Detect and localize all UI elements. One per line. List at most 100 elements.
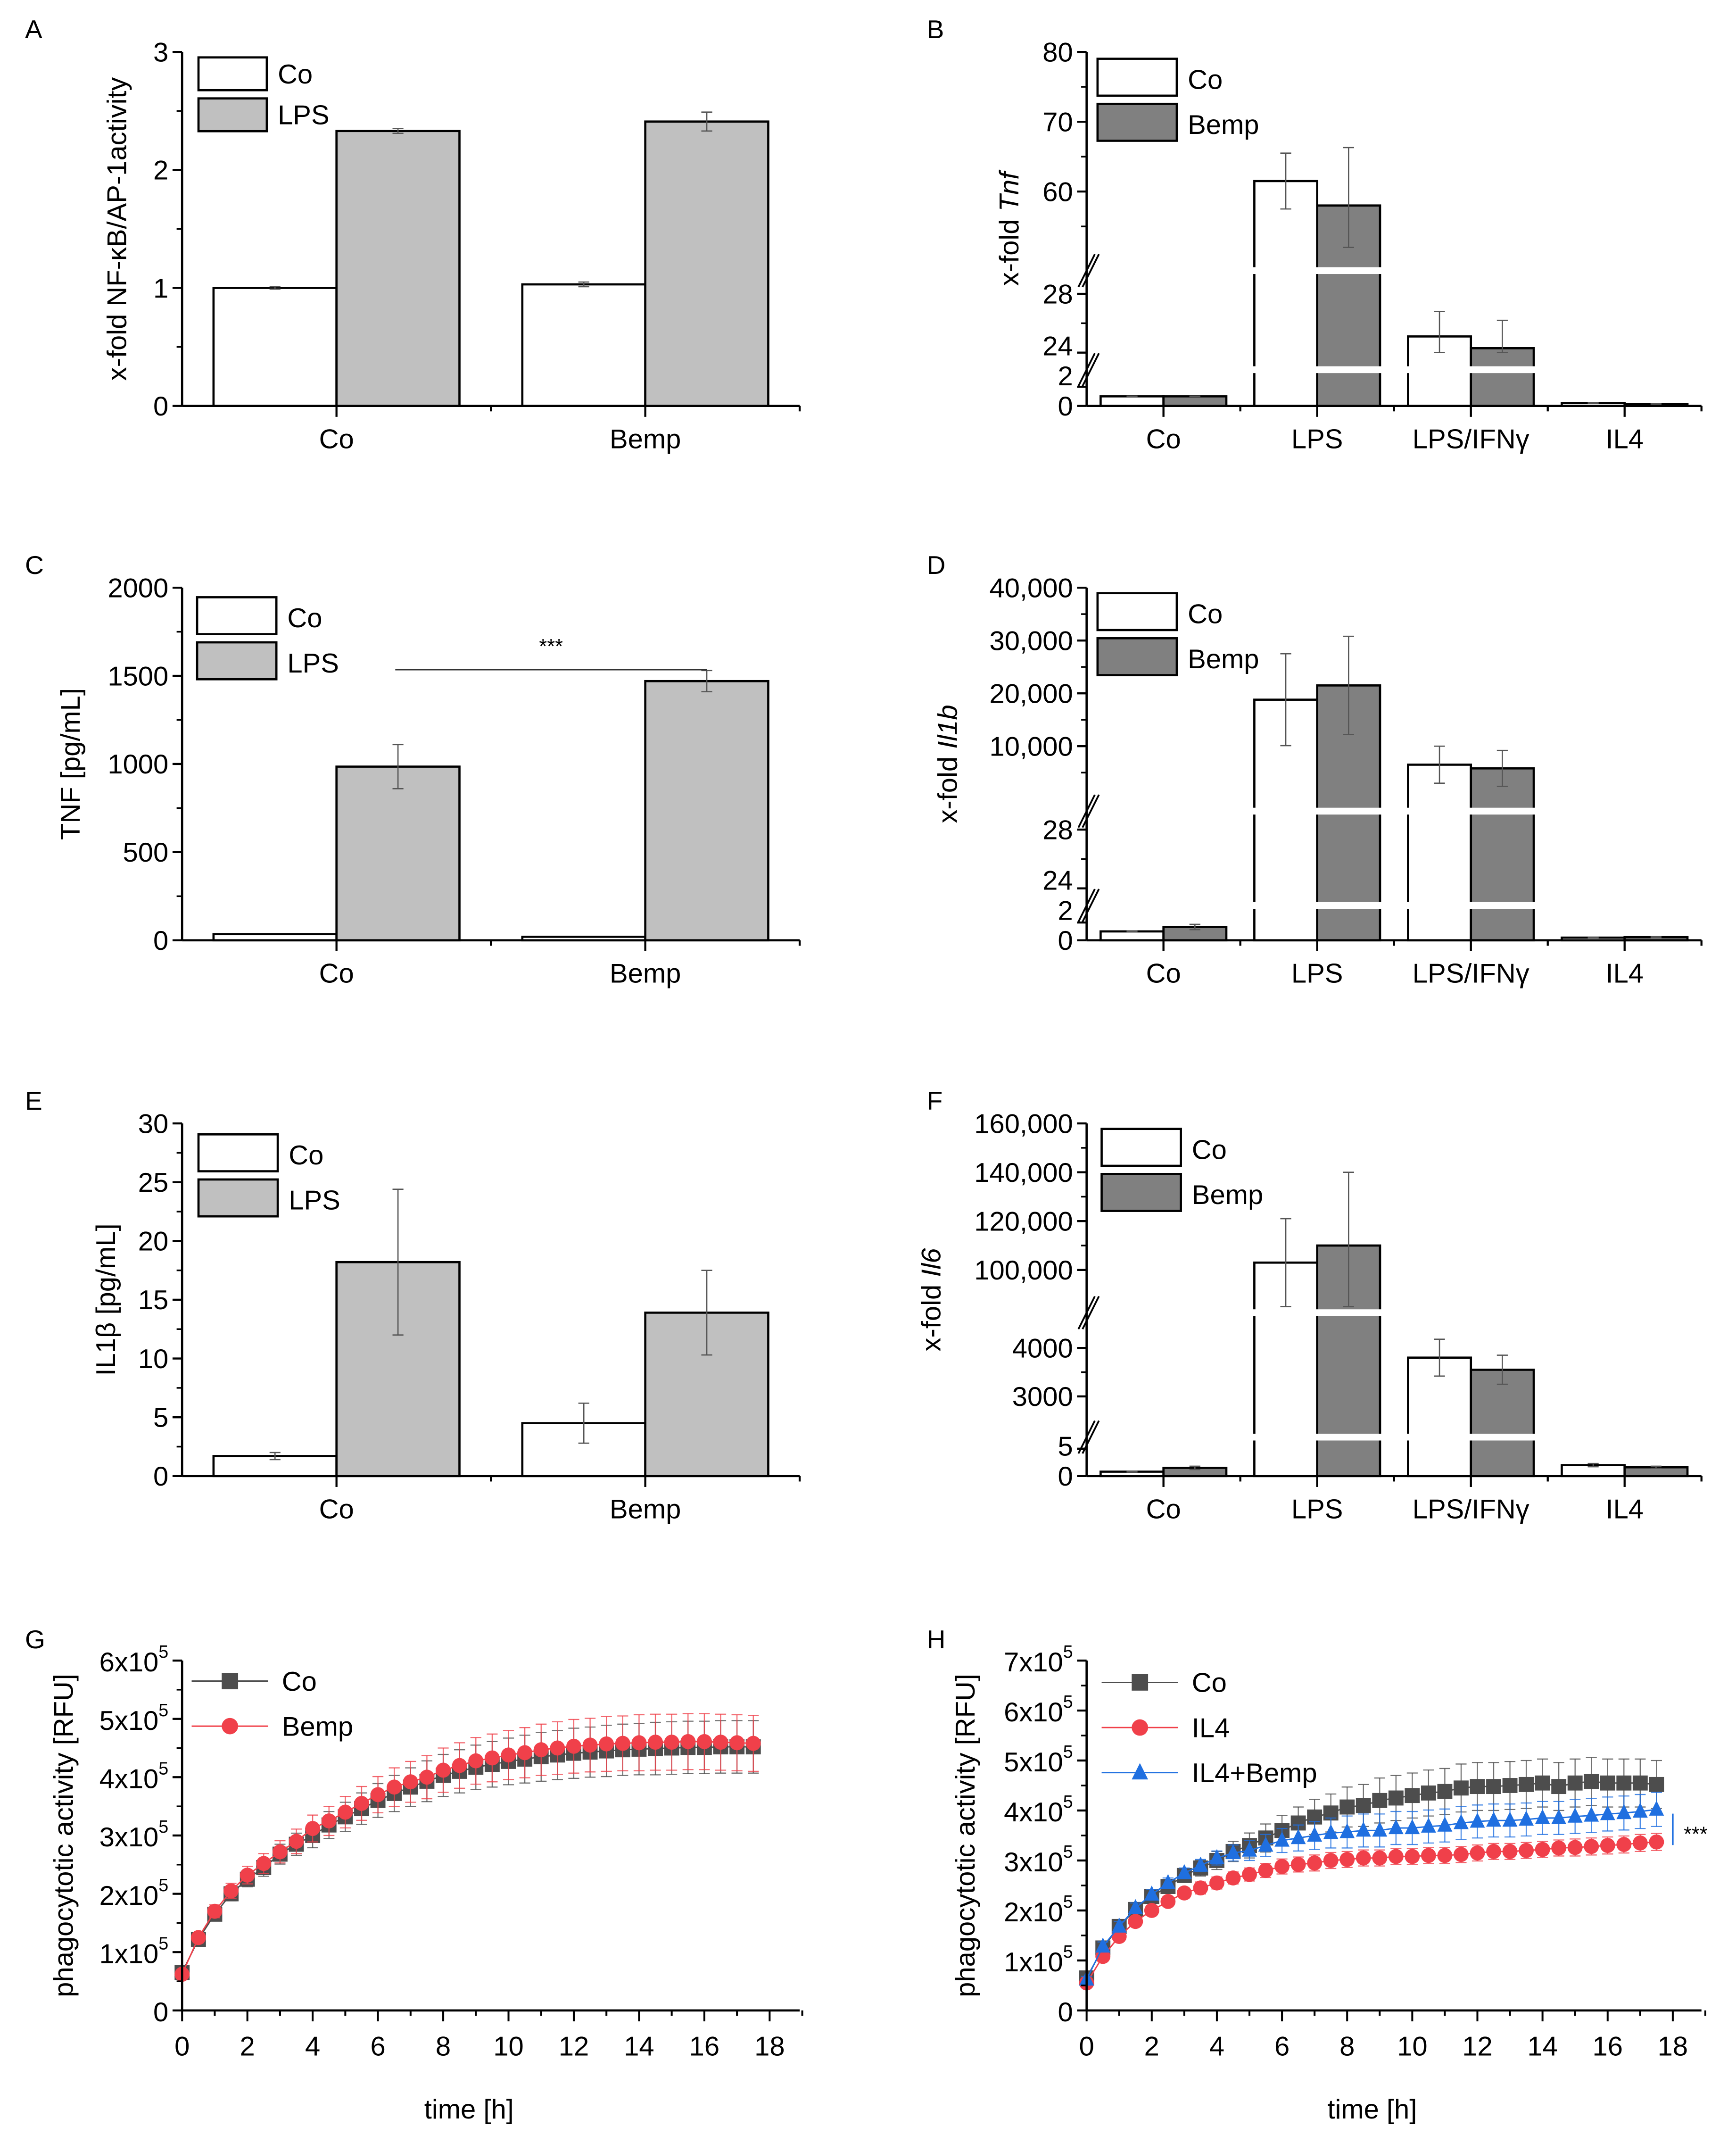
marker-square: [1470, 1779, 1485, 1794]
category-label: Co: [319, 1495, 354, 1525]
marker-circle: [533, 1742, 549, 1758]
marker-triangle: [1128, 1899, 1143, 1914]
y-tick-label-exponent: 5: [158, 1642, 168, 1661]
marker-circle: [1111, 1929, 1127, 1944]
axis-break-gap: [1089, 366, 1704, 374]
y-axis-label: x-fold NF-κB/AP-1activity: [102, 77, 132, 381]
category-label: LPS/IFNγ: [1413, 1495, 1529, 1525]
y-tick-label: 24: [1042, 331, 1073, 361]
marker-circle: [1551, 1840, 1567, 1856]
marker-circle: [1632, 1835, 1648, 1851]
marker-square: [1356, 1798, 1371, 1813]
y-tick-label: 1500: [107, 661, 168, 691]
marker-triangle: [1437, 1816, 1453, 1832]
legend-label: Co: [289, 1140, 323, 1171]
y-tick-label: 2x105: [1004, 1892, 1073, 1927]
panel-c: C Co Bemp 0 500 1000 1500 2000 TNF [pg/mL] Co LPS *…: [25, 550, 801, 989]
marker-triangle: [1405, 1819, 1420, 1835]
panel-letter: H: [927, 1625, 946, 1654]
x-tick-label: 12: [559, 2032, 589, 2062]
marker-circle: [1405, 1849, 1420, 1864]
y-tick-label: 5x105: [1004, 1742, 1073, 1778]
y-tick-label-base: 5x10: [99, 1706, 159, 1736]
marker-triangle: [1225, 1844, 1241, 1860]
marker-circle: [1535, 1842, 1550, 1857]
marker-triangle: [1111, 1918, 1127, 1933]
y-tick-label-base: 6x10: [1004, 1697, 1063, 1728]
panel-letter: D: [927, 550, 946, 580]
marker-triangle: [1160, 1874, 1176, 1889]
y-tick-label-base: 4x10: [99, 1764, 159, 1794]
category-label: IL4: [1605, 959, 1644, 989]
marker-circle: [1258, 1863, 1273, 1878]
category-label: Co: [1146, 959, 1181, 989]
marker-circle: [1584, 1839, 1599, 1854]
y-axis-label-gene: Il1b: [933, 705, 963, 748]
y-tick-label: 4x105: [1004, 1792, 1073, 1827]
y-axis-label: IL1β [pg/mL]: [91, 1223, 121, 1376]
marker-circle: [1144, 1902, 1159, 1918]
marker-circle: [1470, 1845, 1485, 1861]
x-tick-label: 4: [1209, 2032, 1224, 2062]
y-tick-label: 40,000: [989, 573, 1073, 603]
x-tick-label: 4: [305, 2032, 320, 2062]
y-tick-label-base: 0: [153, 1997, 168, 2027]
x-tick-label: 2: [1144, 2032, 1159, 2062]
marker-circle: [484, 1750, 500, 1766]
y-axis-label-gene: Tnf: [994, 169, 1025, 212]
marker-square: [1535, 1775, 1550, 1791]
y-tick-label: 0: [153, 926, 168, 956]
x-tick-label: 2: [240, 2032, 255, 2062]
marker-triangle: [1551, 1809, 1567, 1824]
marker-square: [1616, 1775, 1632, 1791]
axis-break-mark: [1082, 353, 1100, 387]
marker-circle: [1242, 1867, 1257, 1882]
marker-circle: [1225, 1870, 1241, 1886]
marker-circle: [419, 1769, 435, 1785]
legend-label: Co: [287, 603, 322, 633]
y-axis-label: phagocytotic activity [RFU]: [951, 1674, 981, 1997]
marker-circle: [403, 1774, 418, 1790]
marker-triangle: [1632, 1802, 1648, 1818]
y-tick-label: 0: [1058, 1462, 1073, 1492]
marker-square: [222, 1673, 239, 1689]
marker-triangle: [1193, 1856, 1208, 1872]
panel-letter: B: [927, 15, 944, 44]
legend-label: Co: [278, 59, 313, 90]
x-tick-label: 14: [1527, 2032, 1557, 2062]
marker-circle: [190, 1930, 206, 1945]
panel-letter: E: [25, 1086, 42, 1115]
axis-break-gap: [1089, 902, 1704, 909]
marker-circle: [272, 1844, 288, 1860]
legend-swatch: [1096, 637, 1178, 676]
x-tick-label: 16: [689, 2032, 719, 2062]
y-tick-label-base: 2x10: [1004, 1897, 1063, 1927]
y-tick-label-base: 2x10: [99, 1881, 159, 1911]
legend-label: LPS: [278, 100, 330, 131]
marker-circle: [1454, 1847, 1469, 1862]
marker-triangle: [1502, 1811, 1518, 1827]
marker-circle: [354, 1796, 369, 1811]
bar-bemp: [1470, 767, 1535, 942]
y-tick-label-exponent: 5: [158, 1817, 168, 1836]
marker-circle: [370, 1787, 386, 1802]
marker-circle: [1193, 1880, 1208, 1896]
y-tick-label: 10,000: [989, 732, 1073, 762]
y-tick-label: 3x105: [99, 1817, 169, 1852]
marker-circle: [1209, 1875, 1224, 1891]
x-tick-label: 0: [174, 2032, 190, 2062]
marker-square: [1600, 1775, 1615, 1791]
marker-circle: [1176, 1885, 1192, 1901]
y-tick-label: 1000: [107, 749, 168, 780]
legend-label: IL4+Bemp: [1192, 1758, 1317, 1788]
y-axis-label: x-fold Il1b: [933, 705, 963, 823]
series-line: [1086, 1841, 1657, 1984]
legend-swatch: [1100, 1128, 1182, 1167]
marker-circle: [1132, 1719, 1149, 1736]
marker-circle: [1339, 1852, 1355, 1867]
marker-circle: [745, 1736, 761, 1751]
marker-triangle: [1307, 1827, 1323, 1842]
legend-label: Co: [1188, 65, 1223, 95]
